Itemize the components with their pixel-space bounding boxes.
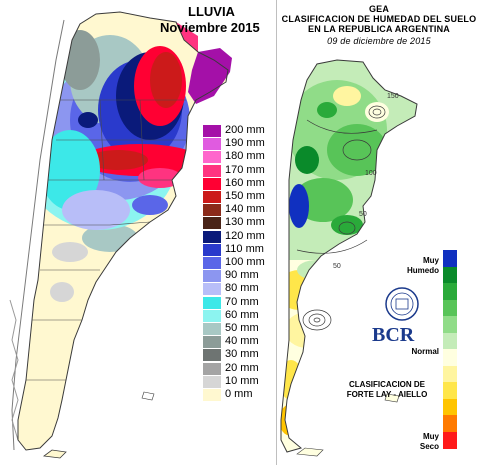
legend-item: 180 mm [203, 150, 269, 164]
legend-label: 200 mm [225, 124, 265, 136]
legend-swatch [203, 389, 221, 401]
legend-item: 120 mm [203, 229, 269, 243]
soil-date: 09 de diciembre de 2015 [327, 36, 431, 46]
legend-swatch [203, 323, 221, 335]
legend-item: 10 mm [203, 374, 269, 388]
classification-line-2: FORTE LAY - AIELLO [346, 390, 428, 399]
scale-swatch [443, 349, 457, 366]
legend-label: 130 mm [225, 216, 265, 229]
scale-swatch [443, 299, 457, 317]
scale-swatch [443, 283, 457, 300]
soil-title-line-3: EN LA REPUBLICA ARGENTINA [308, 24, 450, 34]
legend-swatch [203, 204, 221, 217]
scale-swatch [443, 250, 457, 267]
soil-moisture-map-panel: GEA CLASIFICACION DE HUMEDAD DEL SUELO E… [276, 0, 480, 465]
legend-label: 100 mm [225, 256, 265, 268]
legend-item: 200 mm [203, 124, 269, 137]
classification-line-1: CLASIFICACION DE [349, 380, 425, 389]
legend-swatch [203, 217, 221, 230]
scale-swatch [443, 382, 457, 399]
legend-swatch [203, 243, 221, 256]
legend-item: 130 mm [203, 216, 269, 230]
legend-item: 60 mm [203, 308, 269, 322]
legend-swatch [203, 296, 221, 309]
contour-label-4: 50 [359, 211, 367, 218]
legend-swatch [203, 270, 221, 283]
legend-label: 170 mm [225, 163, 265, 176]
scale-label-very-wet: Muy Humedo [407, 256, 439, 275]
contour-label-2: 100 [365, 170, 377, 177]
scale-label-normal: Normal [411, 347, 439, 356]
legend-swatch [203, 375, 221, 388]
rainfall-map [9, 11, 232, 459]
legend-swatch [203, 349, 221, 362]
legend-item: 0 mm [203, 388, 269, 401]
legend-item: 40 mm [203, 335, 269, 349]
legend-item: 80 mm [203, 282, 269, 296]
legend-label: 70 mm [225, 295, 259, 308]
legend-swatch [203, 177, 221, 190]
legend-label: 150 mm [225, 190, 265, 202]
legend-swatch [203, 362, 221, 375]
legend-label: 80 mm [225, 282, 259, 295]
legend-label: 190 mm [225, 137, 265, 150]
legend-label: 50 mm [225, 322, 259, 334]
legend-label: 180 mm [225, 150, 265, 163]
legend-label: 60 mm [225, 308, 259, 321]
legend-label: 120 mm [225, 229, 265, 242]
legend-swatch [203, 191, 221, 203]
legend-swatch [203, 230, 221, 243]
legend-label: 110 mm [225, 242, 264, 255]
rainfall-map-panel: LLUVIA Noviembre 2015 200 mm 190 mm 180 mm… [9, 4, 269, 459]
legend-label: 0 mm [225, 388, 253, 400]
legend-label: 20 mm [225, 361, 259, 374]
legend-item: 170 mm [203, 163, 269, 177]
legend-swatch [203, 283, 221, 296]
legend-item: 20 mm [203, 361, 269, 375]
legend-label: 160 mm [225, 176, 265, 189]
scale-swatch [443, 398, 457, 416]
legend-item: 100 mm [203, 256, 269, 269]
scale-swatch [443, 266, 457, 284]
legend-label: 140 mm [225, 203, 265, 216]
scale-swatch [443, 415, 457, 432]
bcr-seal-icon [385, 287, 419, 321]
legend-swatch [203, 138, 221, 151]
legend-label: 30 mm [225, 348, 259, 361]
legend-label: 40 mm [225, 335, 259, 348]
bcr-logo-text: BCR [372, 324, 415, 346]
rainfall-map-title: LLUVIA [188, 4, 235, 19]
legend-swatch [203, 336, 221, 349]
scale-swatch [443, 365, 457, 383]
soil-moisture-map: 150 100 50 50 [280, 59, 418, 457]
scale-swatch [443, 332, 457, 350]
rainfall-map-subtitle: Noviembre 2015 [160, 20, 260, 35]
legend-item: 160 mm [203, 176, 269, 190]
legend-label: 90 mm [225, 269, 259, 282]
legend-swatch [203, 257, 221, 269]
scale-label-very-dry: Muy Seco [419, 432, 439, 451]
legend-swatch [203, 151, 221, 164]
legend-swatch [203, 164, 221, 177]
scale-swatch [443, 431, 457, 449]
legend-item: 110 mm [203, 242, 269, 256]
soil-title-line-2: CLASIFICACION DE HUMEDAD DEL SUELO [281, 14, 477, 24]
legend-item: 70 mm [203, 295, 269, 309]
soil-title-line-1: GEA [368, 4, 390, 14]
legend-item: 190 mm [203, 137, 269, 151]
legend-item: 150 mm [203, 190, 269, 203]
contour-label-1: 150 [387, 93, 399, 100]
legend-item: 90 mm [203, 269, 269, 283]
legend-item: 30 mm [203, 348, 269, 362]
legend-item: 140 mm [203, 203, 269, 217]
legend-swatch [203, 309, 221, 322]
scale-swatch [443, 316, 457, 333]
legend-swatch [203, 125, 221, 137]
legend-item: 50 mm [203, 322, 269, 335]
contour-label-3: 50 [333, 263, 341, 270]
legend-label: 10 mm [225, 374, 259, 387]
